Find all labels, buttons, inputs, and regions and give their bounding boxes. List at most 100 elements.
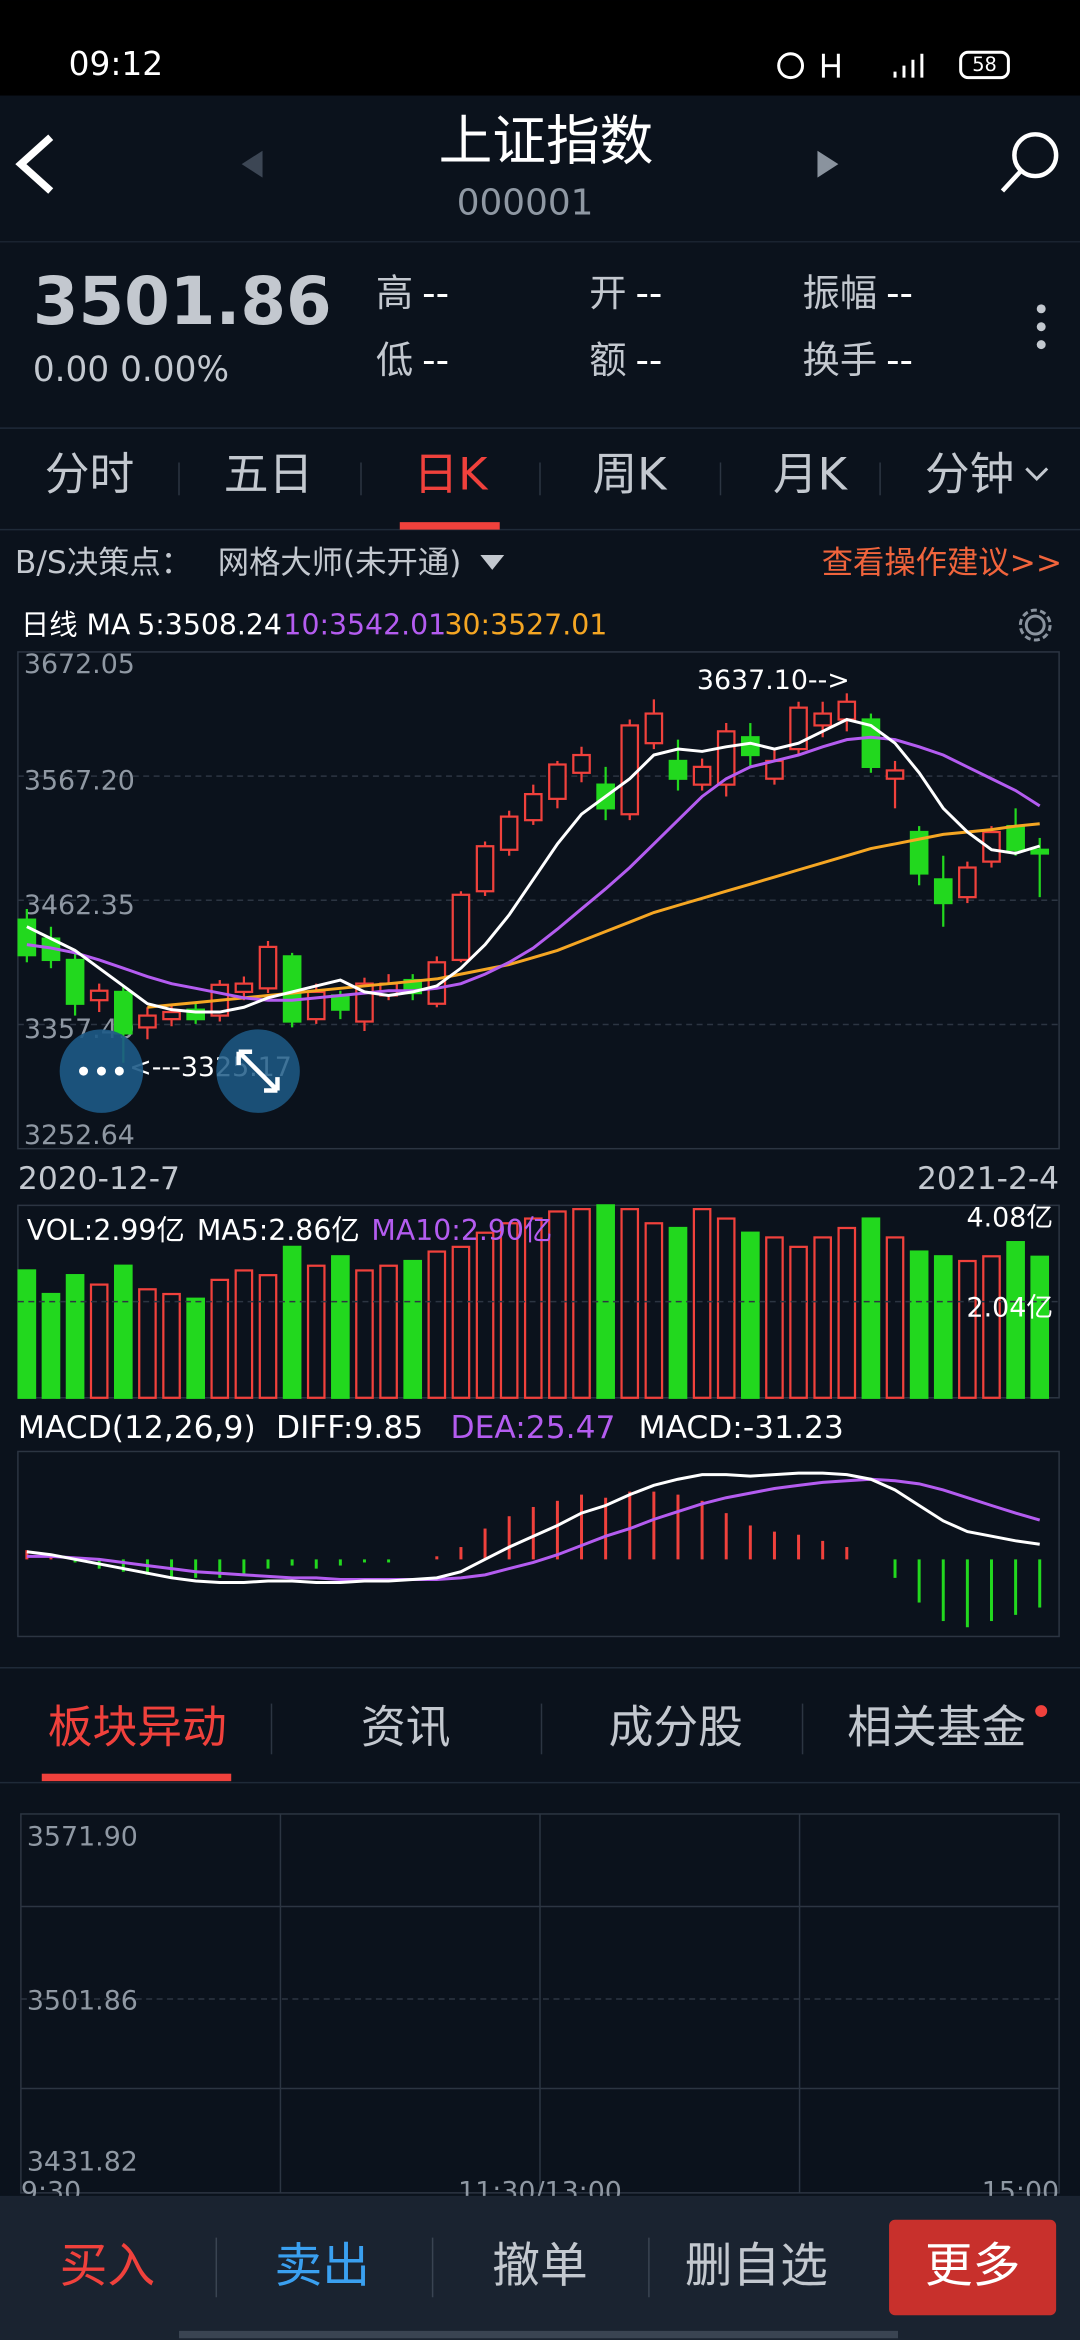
dropdown-arrow[interactable] (480, 554, 505, 570)
back-button[interactable] (15, 134, 54, 194)
expand-icon (236, 1049, 280, 1093)
volume-bar (331, 1255, 350, 1399)
volume-bar (41, 1292, 61, 1399)
volume-bar (885, 1236, 905, 1399)
status-icons (777, 50, 1010, 80)
candle-body (861, 718, 881, 768)
sub-tab[interactable]: 资讯 (361, 1700, 451, 1753)
action-button[interactable]: 卖出 (274, 2239, 369, 2294)
bs-link[interactable]: 查看操作建议>> (822, 545, 1062, 581)
candle-body (958, 866, 977, 899)
ma10-line (26, 735, 1041, 1002)
y-tick-label: 3252.64 (24, 1120, 135, 1151)
y-tick-label: 3571.90 (27, 1821, 138, 1852)
field-label: 额 (589, 338, 626, 382)
volume-bar (644, 1222, 664, 1399)
volume-bar (741, 1231, 760, 1399)
ma30-line (147, 822, 1040, 1009)
candle-body (234, 982, 254, 994)
ma5-line (26, 717, 1041, 1014)
field-value: -- (422, 271, 449, 315)
tab[interactable]: 分时 (45, 447, 135, 500)
volume-bar (355, 1269, 374, 1399)
new-dot (1035, 1705, 1048, 1718)
battery: 58 (972, 53, 997, 76)
status-bar (0, 0, 1080, 96)
ma-prefix: 日线 MA (21, 609, 131, 642)
candle-body (499, 815, 519, 851)
field-value: -- (886, 338, 913, 382)
end-date: 2021-2-4 (917, 1161, 1059, 1197)
volume-label: VOL:2.99亿 (27, 1214, 185, 1247)
y-tick-label: 3567.20 (24, 766, 135, 797)
candle-body (982, 830, 1001, 863)
candle-body (523, 792, 543, 822)
action-button[interactable]: 更多 (925, 2239, 1020, 2294)
tab[interactable]: 月K (773, 447, 849, 500)
candle-body (644, 712, 664, 745)
y-tick-label: 3431.82 (27, 2147, 138, 2178)
volume-bar (668, 1226, 688, 1399)
y-tick-label: 4.08亿 (967, 1202, 1054, 1233)
sub-tab[interactable]: 成分股 (609, 1700, 743, 1753)
search-button[interactable] (1000, 132, 1059, 193)
volume-bar (1030, 1255, 1050, 1399)
action-button[interactable]: 删自选 (685, 2239, 828, 2294)
candle-body (813, 712, 833, 727)
candle-body (113, 990, 133, 1035)
field-value: -- (635, 338, 662, 382)
more-button-bg[interactable] (889, 2219, 1057, 2316)
volume-bar (475, 1231, 495, 1399)
volume-bar (210, 1278, 230, 1399)
volume-label: MA5:2.86亿 (197, 1214, 360, 1247)
action-button[interactable]: 撤单 (492, 2239, 587, 2294)
volume-bar (282, 1245, 302, 1399)
volume-bar (17, 1269, 37, 1399)
intraday-grid (20, 1813, 1060, 2194)
candle-body (331, 994, 350, 1011)
tab-indicator (399, 522, 500, 530)
volume-bar (861, 1217, 881, 1399)
volume-bar (162, 1292, 181, 1399)
candle-body (186, 1008, 205, 1021)
y-tick-label: 3672.05 (24, 649, 135, 680)
field-label: 振幅 (803, 271, 878, 315)
volume-bar (572, 1208, 591, 1399)
volume-bar (65, 1274, 85, 1399)
volume-bar (427, 1250, 447, 1399)
tab[interactable]: 五日 (224, 447, 314, 500)
macd-panel (17, 1450, 1060, 1638)
volume-bar (765, 1236, 784, 1399)
bs-tool[interactable]: 网格大师(未开通) (218, 545, 462, 581)
field-label: 低 (376, 338, 413, 382)
ma-label: 5:3508.24 (137, 609, 282, 642)
field-label: 高 (376, 271, 413, 315)
candle-body (572, 753, 591, 774)
price: 3501.86 (33, 264, 332, 340)
settings-button[interactable] (1018, 608, 1052, 642)
clock: 09:12 (69, 45, 164, 83)
code: 000001 (457, 182, 594, 223)
candle-body (620, 724, 640, 816)
tab[interactable]: 分钟 (925, 447, 1015, 500)
sub-tab[interactable]: 板块异动 (48, 1700, 227, 1753)
volume-bar (620, 1208, 640, 1399)
tab[interactable]: 日K (413, 447, 489, 500)
sub-tab[interactable]: 相关基金 (847, 1700, 1026, 1753)
action-button[interactable]: 买入 (60, 2239, 155, 2294)
diff-line (26, 1471, 1040, 1584)
volume-bar (113, 1264, 133, 1399)
volume-bar (89, 1283, 109, 1399)
more-menu[interactable] (1036, 304, 1046, 350)
prev-button[interactable] (241, 150, 263, 178)
next-button[interactable] (817, 150, 839, 178)
volume-bar (813, 1236, 833, 1399)
volume-bar (499, 1222, 519, 1399)
bs-label: B/S决策点： (15, 545, 192, 581)
volume-bar (548, 1210, 567, 1399)
tab[interactable]: 周K (592, 447, 668, 500)
field-value: -- (886, 271, 913, 315)
field-value: -- (422, 338, 449, 382)
volume-bar (789, 1245, 808, 1399)
